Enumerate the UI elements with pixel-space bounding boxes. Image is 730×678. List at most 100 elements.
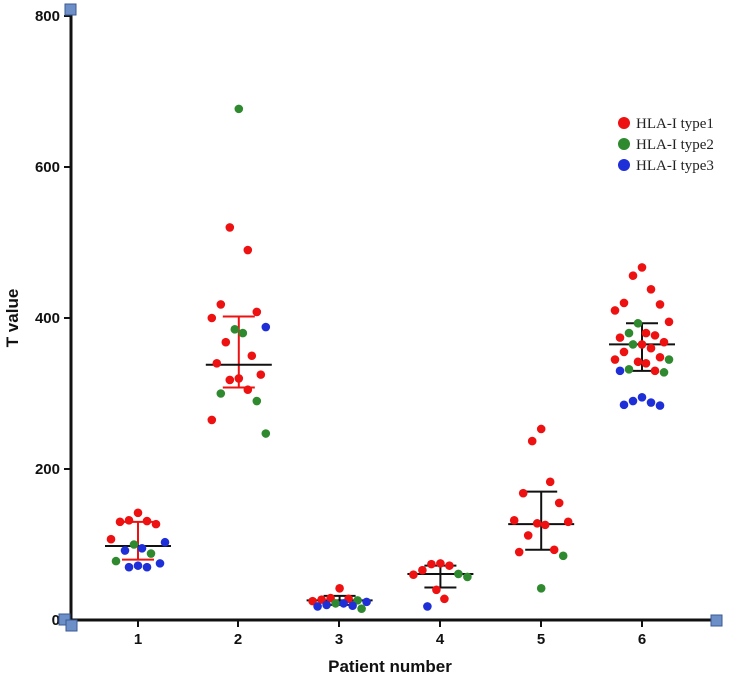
data-point-type1: [133, 508, 143, 518]
data-point-type2: [558, 551, 568, 561]
data-point-type2: [234, 104, 244, 114]
data-point-type1: [216, 300, 226, 309]
data-point-type1: [650, 331, 660, 340]
data-point-type1: [637, 340, 647, 349]
y-axis-title: T value: [3, 289, 22, 348]
data-point-type2: [536, 583, 546, 593]
data-point-type3: [322, 600, 331, 610]
x-tick-label: 6: [638, 631, 646, 648]
data-point-type1: [619, 298, 629, 308]
data-point-type1: [225, 375, 235, 385]
data-point-type1: [619, 347, 629, 357]
legend: HLA-I type1 HLA-I type2 HLA-I type3: [618, 116, 714, 174]
y-tick-label: 0: [52, 612, 60, 629]
data-point-type1: [436, 559, 445, 568]
data-point-type3: [120, 546, 130, 555]
x-tick-label: 4: [436, 631, 445, 648]
y-tick-label: 600: [35, 159, 60, 176]
data-point-type1: [440, 594, 449, 604]
data-point-type2: [146, 549, 156, 558]
data-point-type3: [655, 401, 665, 410]
data-point-type3: [637, 392, 647, 402]
data-point-type2: [624, 365, 634, 374]
data-point-type1: [545, 477, 555, 487]
data-point-type2: [252, 396, 262, 406]
data-point-type1: [427, 559, 436, 569]
data-point-type2: [463, 572, 472, 582]
data-point-type3: [313, 602, 322, 611]
data-point-type1: [142, 516, 152, 526]
data-point-type2: [129, 540, 139, 549]
data-point-type1: [151, 519, 161, 529]
data-point-type3: [261, 322, 271, 332]
data-point-type1: [540, 520, 550, 530]
data-point-type2: [357, 604, 366, 613]
data-point-type1: [106, 534, 116, 544]
data-point-type1: [610, 306, 620, 315]
data-point-type1: [418, 565, 427, 575]
data-point-type3: [348, 601, 357, 610]
data-point-type1: [615, 333, 625, 342]
data-point-type3: [142, 562, 152, 572]
data-point-type2: [659, 368, 669, 377]
corner-handle-bottom-left-inner[interactable]: [65, 619, 78, 632]
legend-label-type3: HLA-I type3: [636, 158, 714, 174]
legend-marker-type1: [618, 117, 630, 129]
data-point-type1: [207, 313, 217, 323]
data-point-type1: [514, 547, 524, 557]
data-point-type3: [160, 537, 170, 547]
data-point-type1: [247, 351, 257, 361]
data-point-type1: [252, 307, 262, 317]
y-tick-label: 800: [35, 8, 60, 25]
data-point-type1: [124, 516, 134, 525]
data-point-type1: [641, 359, 651, 368]
corner-handle-top-left[interactable]: [64, 3, 77, 16]
data-point-type2: [331, 599, 340, 608]
x-tick-label: 1: [134, 631, 142, 648]
y-tick-label: 200: [35, 461, 60, 478]
legend-label-type1: HLA-I type1: [636, 116, 714, 132]
data-point-type3: [124, 562, 134, 572]
data-point-type1: [563, 517, 573, 527]
data-point-type3: [155, 559, 165, 568]
data-point-type2: [238, 328, 248, 338]
data-point-type1: [509, 516, 519, 525]
data-point-type3: [423, 602, 432, 611]
data-point-type3: [619, 400, 629, 410]
data-point-type2: [633, 318, 643, 328]
data-point-type1: [234, 374, 244, 383]
data-point-type2: [624, 328, 634, 338]
data-point-type3: [339, 599, 348, 608]
data-point-type1: [527, 436, 537, 446]
data-point-type3: [646, 398, 656, 407]
data-point-type1: [637, 263, 647, 272]
data-point-type1: [225, 223, 235, 232]
data-point-type1: [207, 415, 217, 425]
x-axis-title: Patient number: [328, 657, 452, 676]
data-point-type1: [646, 343, 656, 353]
data-point-type2: [111, 556, 121, 566]
data-point-type2: [664, 355, 674, 364]
data-point-type1: [554, 498, 564, 508]
data-point-type1: [646, 285, 656, 294]
data-point-type1: [655, 300, 665, 309]
legend-label-type2: HLA-I type2: [636, 137, 714, 153]
x-tick-label: 2: [234, 631, 242, 648]
data-point-type1: [409, 570, 418, 579]
corner-handle-bottom-right[interactable]: [710, 614, 723, 627]
data-point-type1: [243, 245, 253, 255]
data-point-type3: [133, 561, 143, 570]
data-point-type1: [518, 488, 528, 498]
summary-layer: [105, 315, 675, 606]
data-point-type1: [650, 366, 660, 376]
data-point-type3: [615, 366, 625, 376]
data-point-type1: [628, 271, 638, 281]
data-point-type1: [523, 531, 533, 540]
data-point-type2: [216, 389, 226, 398]
data-point-type1: [610, 355, 620, 364]
data-point-type2: [628, 340, 638, 349]
data-point-type2: [454, 569, 463, 579]
data-point-type1: [432, 585, 441, 595]
data-point-type1: [221, 337, 231, 347]
